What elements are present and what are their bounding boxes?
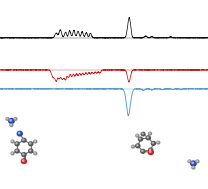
Circle shape (11, 124, 12, 125)
Circle shape (15, 142, 19, 146)
Circle shape (34, 140, 37, 143)
Circle shape (192, 166, 195, 169)
Circle shape (142, 133, 143, 134)
Circle shape (16, 150, 17, 151)
Circle shape (11, 140, 14, 143)
Circle shape (157, 142, 158, 143)
Circle shape (7, 118, 8, 119)
Circle shape (12, 141, 13, 142)
Circle shape (193, 167, 194, 168)
Circle shape (10, 124, 13, 126)
Circle shape (196, 160, 199, 163)
Circle shape (34, 141, 35, 142)
Circle shape (22, 153, 26, 156)
Circle shape (131, 145, 134, 148)
Circle shape (197, 161, 198, 162)
Circle shape (137, 145, 138, 146)
Circle shape (148, 150, 153, 155)
Circle shape (149, 133, 150, 134)
Circle shape (192, 162, 194, 164)
Circle shape (146, 136, 150, 140)
Circle shape (149, 148, 153, 152)
Circle shape (136, 144, 140, 148)
Circle shape (29, 142, 33, 146)
Circle shape (15, 118, 16, 119)
Circle shape (157, 141, 160, 144)
Circle shape (10, 119, 12, 121)
Circle shape (139, 138, 141, 139)
Circle shape (30, 150, 31, 151)
Circle shape (11, 152, 14, 155)
Circle shape (149, 151, 151, 153)
Circle shape (147, 137, 149, 138)
Circle shape (149, 149, 151, 150)
Circle shape (14, 118, 17, 120)
Circle shape (149, 132, 151, 135)
Circle shape (136, 134, 139, 137)
Circle shape (16, 143, 17, 144)
Circle shape (22, 138, 26, 142)
Circle shape (142, 150, 143, 152)
Circle shape (141, 132, 145, 136)
Circle shape (191, 161, 196, 166)
Circle shape (141, 149, 145, 153)
Circle shape (29, 149, 33, 153)
Circle shape (139, 137, 143, 141)
Circle shape (30, 143, 31, 144)
Circle shape (17, 131, 22, 136)
Circle shape (23, 153, 24, 155)
Circle shape (22, 160, 24, 161)
Circle shape (18, 132, 20, 134)
Circle shape (21, 159, 26, 163)
Circle shape (34, 152, 37, 155)
Circle shape (189, 161, 190, 162)
Circle shape (136, 135, 137, 136)
Circle shape (23, 139, 24, 140)
Circle shape (132, 146, 133, 147)
Circle shape (15, 149, 19, 153)
Circle shape (9, 119, 14, 123)
Circle shape (151, 141, 155, 145)
Circle shape (6, 118, 9, 120)
Circle shape (188, 160, 191, 163)
Circle shape (152, 142, 154, 143)
